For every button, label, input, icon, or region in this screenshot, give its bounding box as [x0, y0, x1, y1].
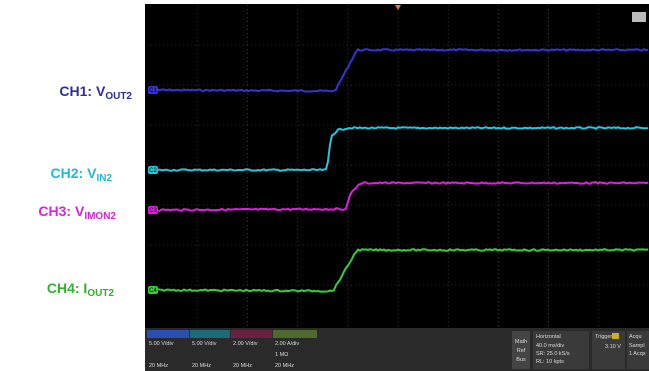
ch3-marker-text: C3 — [149, 208, 157, 214]
trigger-box — [592, 331, 625, 369]
ch2-marker — [148, 166, 158, 174]
record-length: RL: 10 kpts — [536, 359, 564, 365]
ch4-box-header — [273, 330, 317, 338]
trigger-marker — [395, 5, 401, 10]
bus-label[interactable]: Bus — [516, 357, 526, 363]
ch2-label: CH2: VIN2 — [51, 165, 113, 184]
ch3-bandwidth: 20 MHz — [233, 363, 252, 369]
ch4-impedance: 1 MΩ — [275, 352, 288, 358]
acquisition-box — [627, 331, 649, 369]
ch1-marker — [148, 86, 158, 94]
ch3-marker — [148, 206, 158, 214]
grid — [147, 5, 649, 327]
ch4-label: CH4: IOUT2 — [47, 280, 115, 299]
ch1-waveform — [157, 48, 649, 93]
trigger-channel — [612, 333, 619, 339]
ch2-scale: 5.00 V/div — [192, 341, 217, 347]
trigger-title: Trigger — [595, 334, 612, 340]
trigger-level: 3.10 V — [605, 344, 621, 350]
ch4-scale: 2.00 A/div — [275, 341, 299, 347]
math-ref-bus-box[interactable] — [512, 331, 530, 369]
icon — [632, 12, 646, 22]
ch1-bandwidth: 20 MHz — [149, 363, 168, 369]
ch1-box-header — [147, 330, 189, 338]
acquisition-mode: Sampl — [629, 343, 645, 349]
ch4-marker — [148, 286, 158, 294]
horizontal-box — [533, 331, 589, 369]
ch1-label: CH1: VOUT2 — [59, 83, 132, 102]
acquisition-count: 1 Acqs — [629, 351, 646, 357]
ch4-marker-text: C4 — [149, 288, 157, 294]
ch2-waveform — [157, 126, 649, 172]
ref-label[interactable]: Ref — [517, 348, 526, 354]
ch2-box-header — [190, 330, 230, 338]
ch4-bandwidth: 20 MHz — [275, 363, 294, 369]
ch2-marker-text: C2 — [149, 168, 157, 174]
ch3-label: CH3: VIMON2 — [38, 203, 116, 222]
ch1-marker-text: C1 — [149, 88, 157, 94]
acquisition-title: Acqu — [629, 334, 642, 340]
ch3-waveform — [157, 181, 649, 212]
ch2-bandwidth: 20 MHz — [192, 363, 211, 369]
ch3-scale: 2.00 V/div — [233, 341, 258, 347]
ch4-waveform — [157, 248, 649, 293]
ch1-scale: 5.00 V/div — [149, 341, 174, 347]
sample-rate: SR: 25.0 kS/s — [536, 351, 570, 357]
horizontal-title: Horizontal — [536, 334, 561, 340]
ch3-box-header — [231, 330, 272, 338]
screen — [145, 4, 649, 328]
math-label[interactable]: Math — [515, 339, 527, 345]
horizontal-scale: 40.0 ms/div — [536, 343, 564, 349]
